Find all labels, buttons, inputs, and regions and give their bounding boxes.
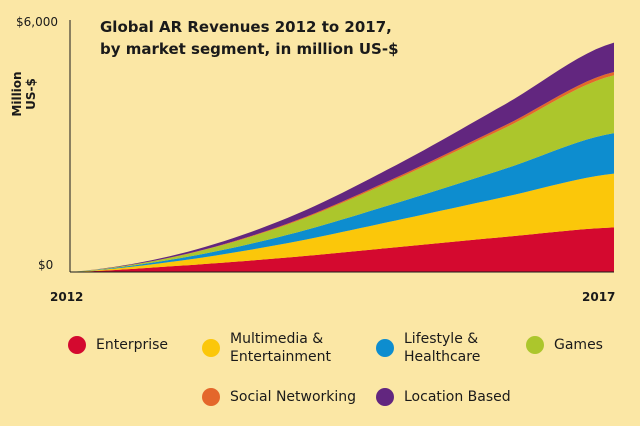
chart-title-line: by market segment, in million US-$: [100, 40, 399, 58]
legend-swatch: [376, 339, 394, 357]
legend-swatch: [68, 336, 86, 354]
legend-item: Location Based: [376, 388, 511, 406]
legend-item: Lifestyle & Healthcare: [376, 330, 480, 366]
y-axis-label: Million US-$: [10, 71, 38, 117]
y-tick-label: $6,000: [16, 15, 58, 29]
legend-label: Social Networking: [230, 389, 357, 405]
legend-swatch: [202, 388, 220, 406]
x-tick-label: 2012: [50, 290, 84, 304]
chart-title-line: Global AR Revenues 2012 to 2017,: [100, 18, 392, 36]
legend-swatch: [376, 388, 394, 406]
legend-item: Social Networking: [202, 388, 356, 406]
x-tick-label: 2017: [582, 290, 616, 304]
legend-label: Lifestyle & Healthcare: [404, 331, 481, 365]
legend-swatch: [526, 336, 544, 354]
stacked-areas: [70, 42, 614, 272]
legend-label: Games: [554, 337, 603, 353]
area-enterprise: [70, 227, 614, 272]
legend-swatch: [202, 339, 220, 357]
legend-item: Multimedia & Entertainment: [202, 330, 331, 366]
area-multimedia-entertainment: [70, 173, 614, 272]
legend-label: Multimedia & Entertainment: [230, 331, 332, 365]
legend-item: Enterprise: [68, 336, 168, 354]
y-tick-label: $0: [38, 258, 54, 272]
legend-item: Games: [526, 336, 603, 354]
legend-label: Location Based: [404, 389, 511, 405]
chart-title: Global AR Revenues 2012 to 2017, by mark…: [100, 16, 399, 60]
legend-label: Enterprise: [96, 337, 169, 353]
